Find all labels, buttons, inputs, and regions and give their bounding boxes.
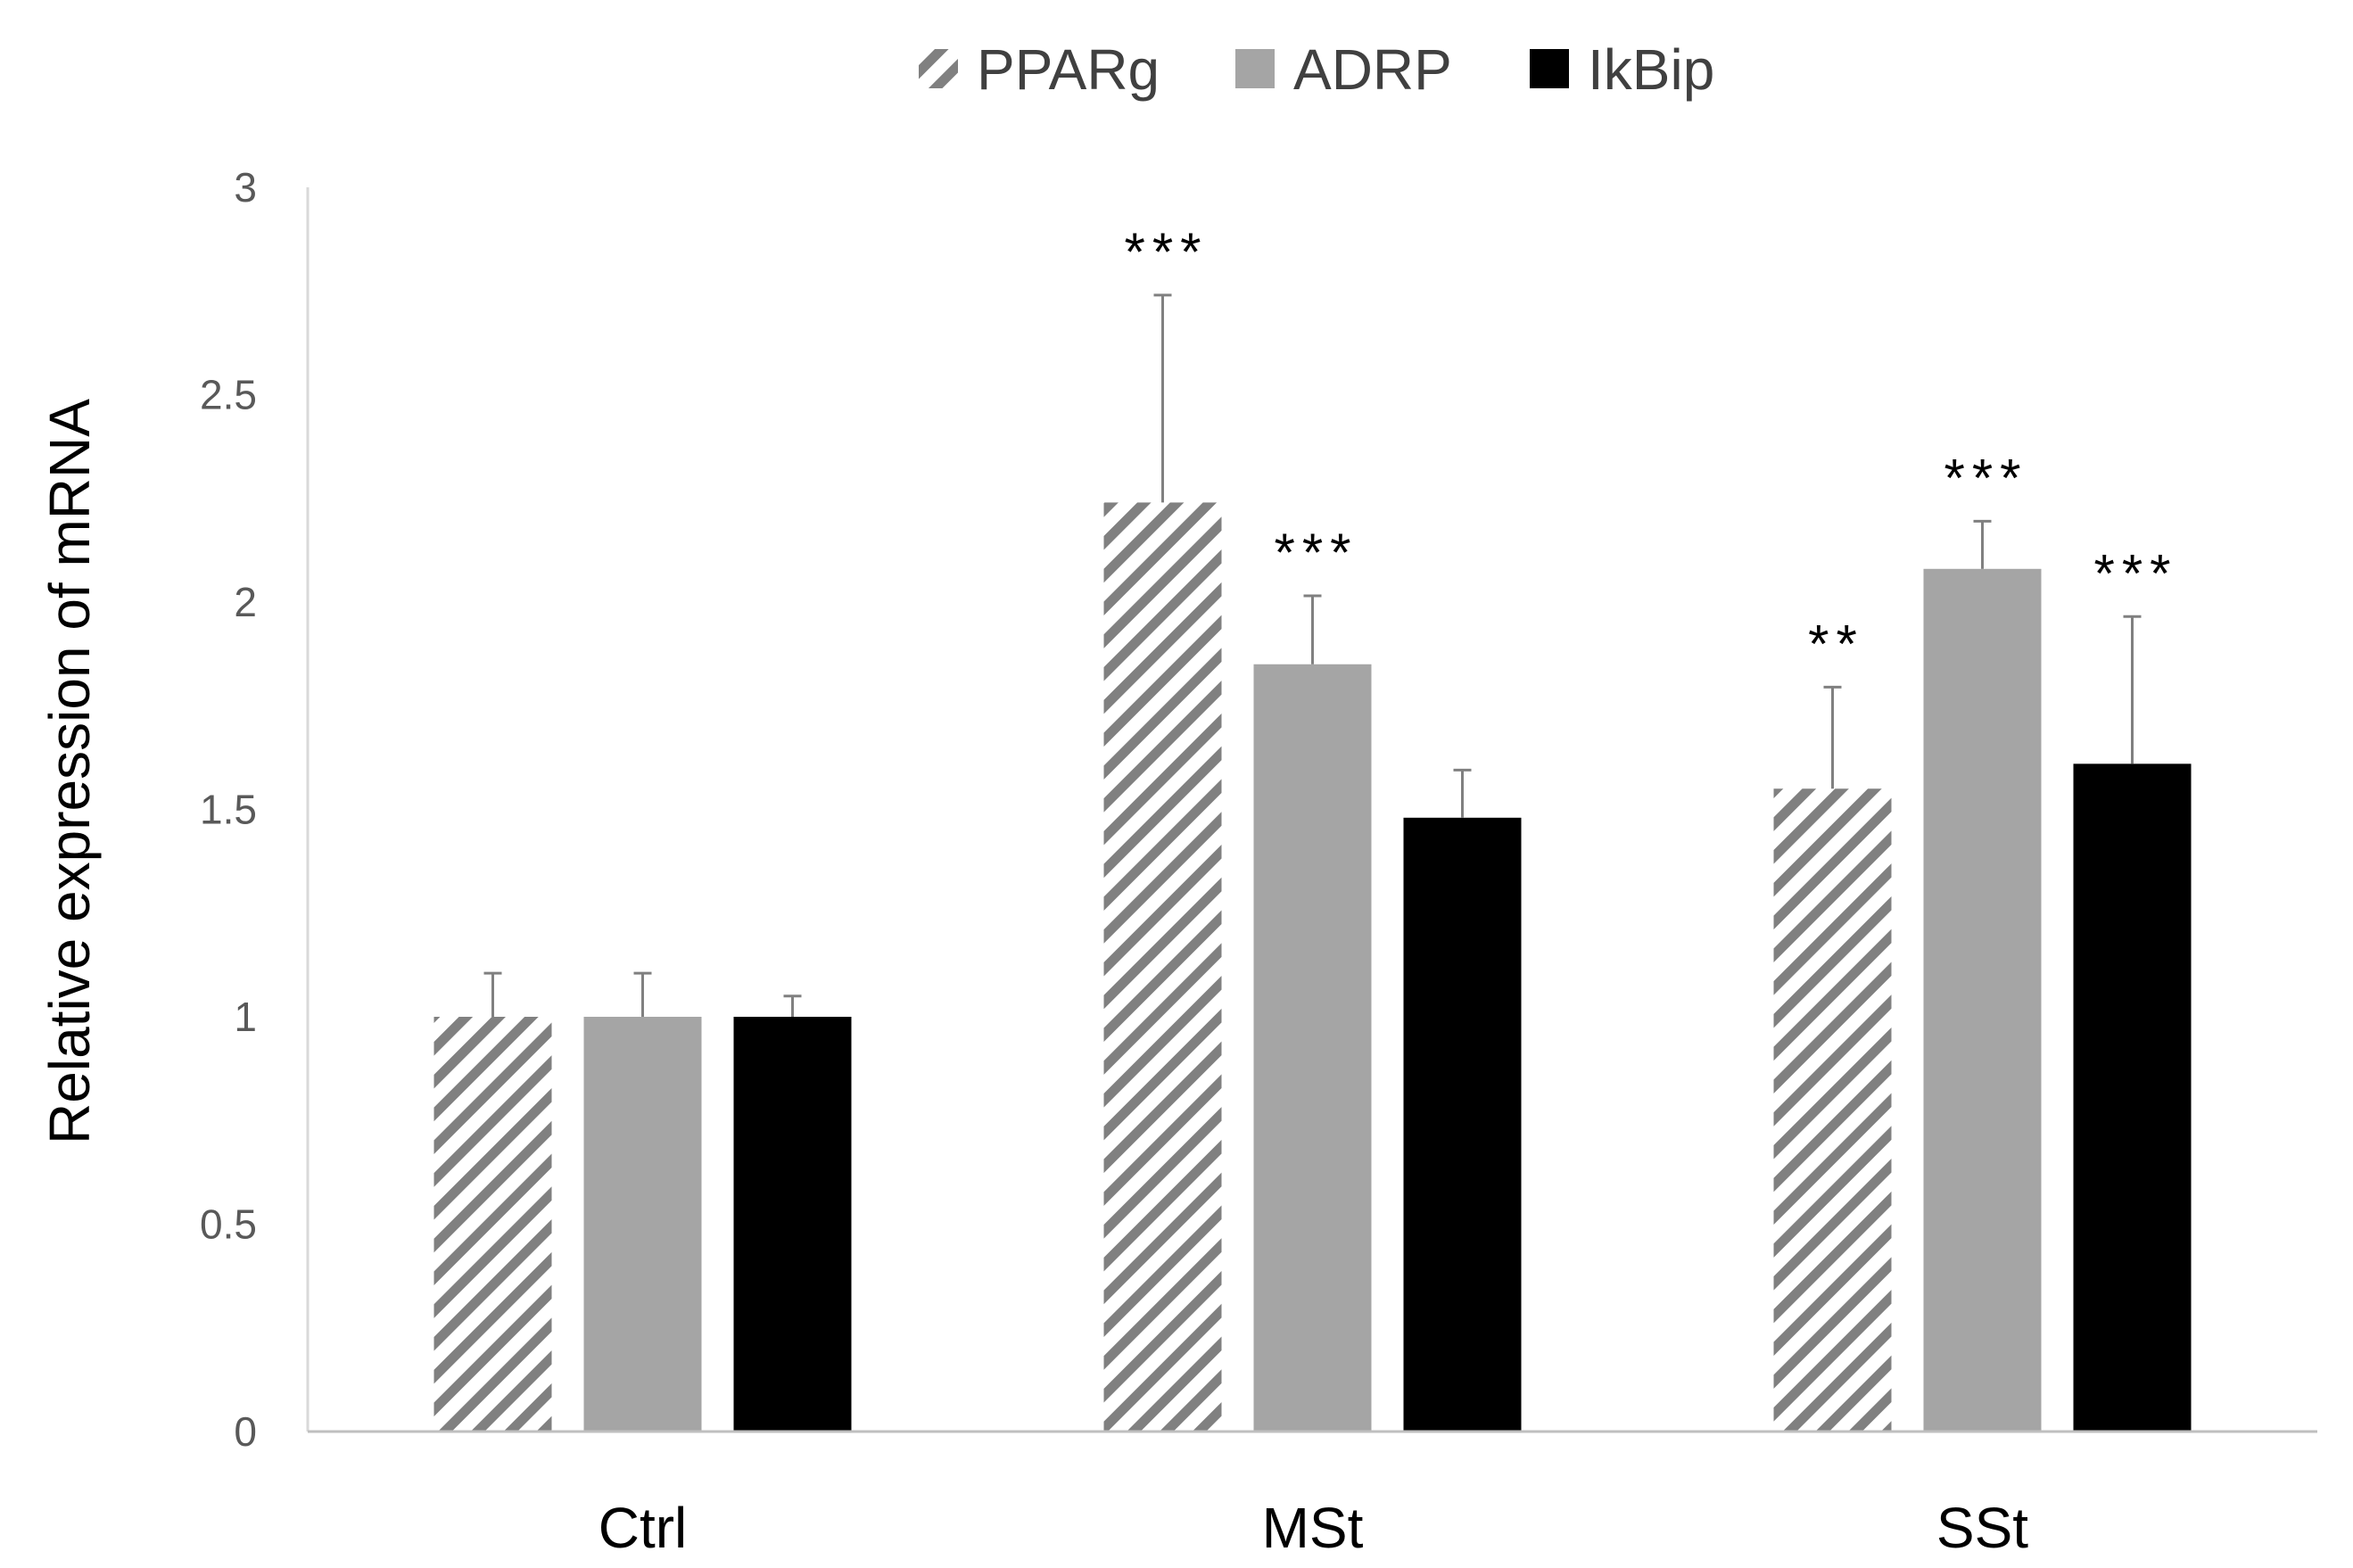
bar-ikbip-sst (2073, 763, 2192, 1432)
bars (433, 502, 2192, 1432)
y-axis-ticks: 0 0.5 1 1.5 2 2.5 3 (200, 164, 257, 1455)
error-bars (483, 293, 2142, 1017)
y-tick-label: 0.5 (200, 1201, 257, 1248)
bar-ikbip-ctrl (733, 1017, 852, 1432)
bar-adrp-sst (1923, 568, 2042, 1432)
significance-marker: ** (1808, 614, 1864, 673)
legend-label-adrp: ADRP (1293, 37, 1452, 102)
y-axis-title: Relative expression of mRNA (37, 399, 102, 1144)
y-axis-title-group: Relative expression of mRNA (37, 399, 102, 1144)
significance-marker: *** (2093, 543, 2177, 603)
error-bar (1973, 519, 1992, 569)
error-bar (483, 971, 502, 1017)
legend-label-pparg: PPARg (977, 37, 1160, 102)
bar-ikbip-mst (1403, 817, 1522, 1432)
error-bar (1823, 685, 1842, 789)
y-tick-label: 3 (234, 164, 257, 210)
error-bar (633, 971, 652, 1017)
y-tick-label: 2 (234, 579, 257, 625)
x-category-label: MSt (1262, 1496, 1364, 1560)
bar-adrp-ctrl (583, 1017, 702, 1432)
x-category-label: SSt (1936, 1496, 2028, 1560)
legend-swatch-pparg (919, 49, 958, 88)
error-bar (783, 994, 802, 1017)
x-axis-categories: Ctrl MSt SSt (599, 1496, 2029, 1560)
legend: PPARg ADRP IkBip (919, 37, 1714, 102)
bar-pparg-sst (1773, 788, 1892, 1432)
x-category-label: Ctrl (599, 1496, 688, 1560)
significance-marker: *** (1274, 523, 1358, 582)
legend-swatch-ikbip (1530, 49, 1569, 88)
error-bar (2123, 615, 2142, 764)
axes (306, 187, 2317, 1433)
error-bar (1453, 768, 1472, 818)
y-tick-label: 2.5 (200, 372, 257, 418)
legend-swatch-adrp (1235, 49, 1275, 88)
error-bar (1153, 293, 1172, 503)
bar-pparg-ctrl (433, 1017, 552, 1432)
significance-labels: ************** (1124, 222, 2177, 673)
y-tick-label: 1 (234, 994, 257, 1040)
legend-label-ikbip: IkBip (1588, 37, 1714, 102)
y-tick-label: 1.5 (200, 787, 257, 833)
significance-marker: *** (1124, 222, 1208, 282)
bar-pparg-mst (1103, 502, 1222, 1432)
y-tick-label: 0 (234, 1408, 257, 1455)
bar-adrp-mst (1253, 664, 1372, 1432)
significance-marker: *** (1944, 448, 2027, 508)
error-bar (1303, 594, 1322, 664)
